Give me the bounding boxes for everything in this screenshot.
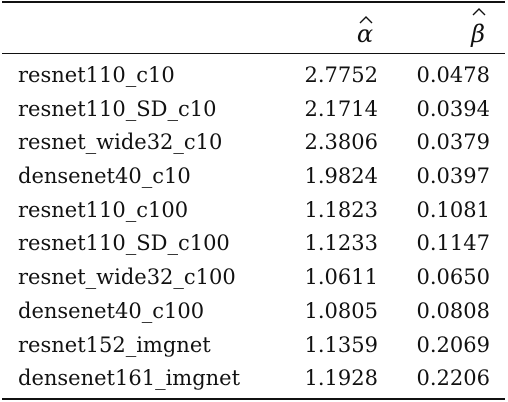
model-name-cell: resnet152_imgnet (18, 332, 211, 357)
model-name-cell: resnet110_SD_c10 (18, 96, 217, 121)
beta-symbol: β (471, 20, 485, 48)
alpha-value-cell: 1.0805 (304, 298, 378, 323)
hat-accent-icon (472, 8, 486, 16)
alpha-value-cell: 1.9824 (304, 164, 378, 189)
table-row: resnet152_imgnet 1.1359 0.2069 (0, 329, 508, 363)
model-name-cell: resnet_wide32_c10 (18, 130, 223, 155)
header-rule (2, 53, 505, 54)
model-name-cell: resnet110_c10 (18, 63, 175, 87)
table-row: densenet161_imgnet 1.1928 0.2206 (0, 362, 508, 396)
beta-value-cell: 0.0650 (416, 265, 490, 290)
beta-value-cell: 0.1147 (416, 231, 490, 256)
table-row: densenet40_c100 1.0805 0.0808 (0, 295, 508, 329)
table-row: densenet40_c10 1.9824 0.0397 (0, 160, 508, 194)
beta-value-cell: 0.1081 (416, 197, 490, 222)
model-name-cell: resnet_wide32_c100 (18, 265, 236, 290)
model-name-cell: densenet161_imgnet (18, 366, 241, 391)
table-header-row: α β (0, 8, 508, 50)
alpha-value-cell: 1.1928 (304, 366, 378, 391)
table-row: resnet110_SD_c100 1.1233 0.1147 (0, 227, 508, 261)
table-row: resnet110_c100 1.1823 0.1081 (0, 194, 508, 228)
alpha-value-cell: 1.1359 (304, 332, 378, 357)
beta-value-cell: 0.2206 (416, 366, 490, 391)
alpha-hat-header: α (352, 10, 378, 50)
alpha-value-cell: 1.0611 (304, 265, 378, 290)
beta-value-cell: 0.0394 (416, 96, 490, 121)
beta-value-cell: 0.0379 (416, 130, 490, 155)
beta-value-cell: 0.0478 (416, 63, 490, 87)
model-name-cell: resnet110_c100 (18, 197, 189, 222)
table-row: resnet110_c10 2.7752 0.0478 (0, 59, 508, 93)
alpha-value-cell: 2.1714 (304, 96, 378, 121)
beta-value-cell: 0.2069 (416, 332, 490, 357)
beta-value-cell: 0.0808 (416, 298, 490, 323)
model-name-cell: densenet40_c10 (18, 164, 191, 189)
alpha-value-cell: 2.7752 (304, 63, 378, 87)
model-name-cell: densenet40_c100 (18, 298, 205, 323)
top-rule (2, 1, 505, 3)
table-row: resnet_wide32_c100 1.0611 0.0650 (0, 261, 508, 295)
alpha-value-cell: 1.1823 (304, 197, 378, 222)
model-name-cell: resnet110_SD_c100 (18, 231, 230, 256)
table-row: resnet110_SD_c10 2.1714 0.0394 (0, 93, 508, 127)
bottom-rule (2, 398, 505, 400)
alpha-value-cell: 1.1233 (304, 231, 378, 256)
beta-hat-header: β (465, 8, 491, 50)
hat-accent-icon (359, 16, 373, 24)
alpha-value-cell: 2.3806 (304, 130, 378, 155)
table-body: resnet110_c10 2.7752 0.0478 resnet110_SD… (0, 59, 508, 396)
alpha-symbol: α (356, 20, 374, 48)
table-row: resnet_wide32_c10 2.3806 0.0379 (0, 126, 508, 160)
beta-value-cell: 0.0397 (416, 164, 490, 189)
